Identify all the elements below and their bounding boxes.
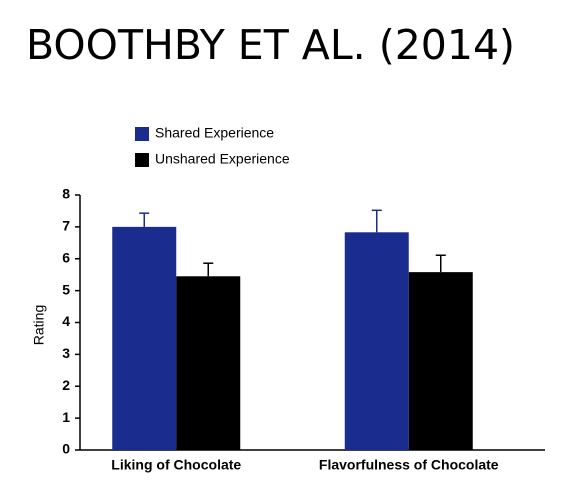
x-tick-label: Flavorfulness of Chocolate [319, 457, 499, 473]
legend-swatch [135, 153, 149, 167]
error-bar [203, 262, 214, 277]
y-tick-label: 2 [62, 377, 70, 393]
y-tick-label: 1 [62, 409, 70, 425]
error-bar [371, 209, 382, 233]
y-tick-label: 4 [62, 313, 70, 329]
error-bar [139, 212, 150, 227]
y-tick-label: 7 [62, 218, 70, 234]
x-tick-label: Liking of Chocolate [111, 457, 241, 473]
error-bar [435, 254, 446, 273]
y-axis-label: Rating [31, 305, 47, 345]
bar [408, 272, 473, 450]
y-tick-label: 3 [62, 345, 70, 361]
y-tick-label: 0 [62, 441, 70, 457]
bar [176, 276, 241, 450]
chart-title: BOOTHBY ET AL. (2014) [26, 21, 515, 69]
legend-label: Shared Experience [155, 125, 274, 141]
bar [112, 226, 177, 450]
y-tick-label: 5 [62, 281, 70, 297]
legend-label: Unshared Experience [155, 151, 290, 167]
y-tick-label: 6 [62, 249, 70, 265]
legend-swatch [135, 127, 149, 141]
bar [344, 232, 409, 450]
y-tick-label: 8 [62, 186, 70, 202]
